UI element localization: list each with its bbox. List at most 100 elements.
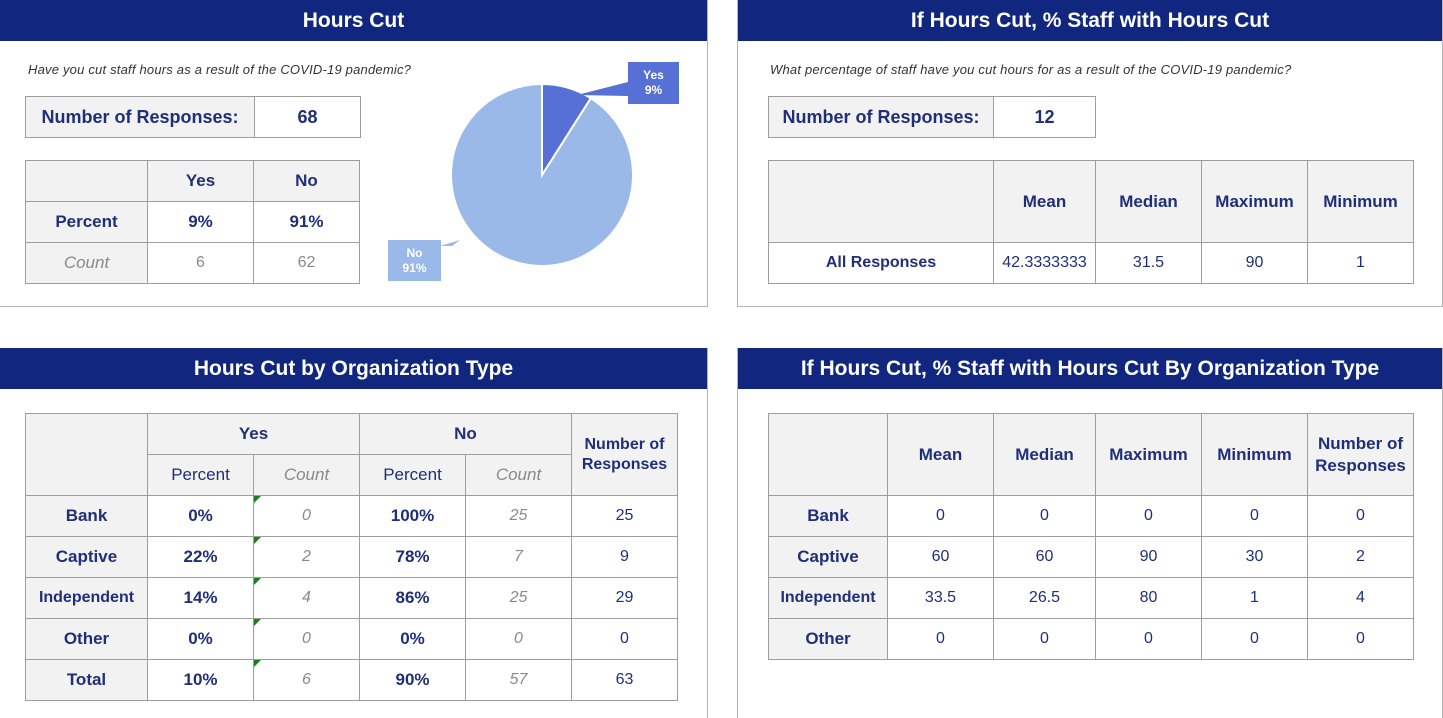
row-label: Other xyxy=(768,618,888,660)
cell-value: 0 xyxy=(1307,495,1414,537)
by-org-title: Hours Cut by Organization Type xyxy=(0,348,707,389)
table-row: Independent 33.5 26.5 80 1 4 xyxy=(768,577,1414,619)
cell-value: 1 xyxy=(1201,577,1308,619)
col-minimum: Minimum xyxy=(1307,160,1414,243)
row-label: Captive xyxy=(25,536,148,578)
col-mean: Mean xyxy=(887,413,994,496)
yes-callout-label: Yes xyxy=(643,68,664,82)
cell-value: 60 xyxy=(887,536,994,578)
row-label: Bank xyxy=(25,495,148,537)
cell-value: 90 xyxy=(1201,242,1308,284)
pct-staff-responses-table: Number of Responses: 12 xyxy=(768,96,1096,138)
cell-yes-pct: 22% xyxy=(147,536,254,578)
cell-value: 1 xyxy=(1307,242,1414,284)
cell-yes-count: 0 xyxy=(253,495,360,537)
table-row: Captive 60 60 90 30 2 xyxy=(768,536,1414,578)
cell-value: 4 xyxy=(1307,577,1414,619)
yes-callout-pointer xyxy=(577,82,628,96)
by-org-table: Yes No Number of Responses Percent Count… xyxy=(25,413,678,701)
table-row: Other 0 0 0 0 0 xyxy=(768,618,1414,660)
no-callout-pointer xyxy=(440,240,460,246)
cell-value: 0 xyxy=(1095,618,1202,660)
no-callout-pct: 91% xyxy=(402,261,427,275)
cell-yes-pct: 10% xyxy=(147,659,254,701)
cell-value: 33.5 xyxy=(887,577,994,619)
table-row: Total 10% 6 90% 57 63 xyxy=(25,659,678,701)
group-no: No xyxy=(359,413,572,455)
col-minimum: Minimum xyxy=(1201,413,1308,496)
cell-yes-count: 0 xyxy=(253,618,360,660)
col-responses: Number of Responses xyxy=(571,413,678,496)
table-row: Bank 0% 0 100% 25 25 xyxy=(25,495,678,537)
col-maximum: Maximum xyxy=(1095,413,1202,496)
cell-no-pct: 0% xyxy=(359,618,466,660)
table-row: Other 0% 0 0% 0 0 xyxy=(25,618,678,660)
col-median: Median xyxy=(993,413,1096,496)
responses-label: Number of Responses: xyxy=(25,96,255,138)
cell-no-count: 57 xyxy=(465,659,572,701)
pct-by-org-title: If Hours Cut, % Staff with Hours Cut By … xyxy=(738,348,1442,389)
hours-cut-panel: Hours Cut Have you cut staff hours as a … xyxy=(0,0,708,307)
cell-value: 91% xyxy=(253,201,360,243)
pct-by-org-panel: If Hours Cut, % Staff with Hours Cut By … xyxy=(737,348,1443,718)
hours-cut-responses-table: Number of Responses: 68 xyxy=(25,96,361,138)
cell-no-count: 25 xyxy=(465,577,572,619)
sub-percent: Percent xyxy=(359,454,466,496)
cell-responses: 25 xyxy=(571,495,678,537)
table-row: All Responses 42.3333333 31.5 90 1 xyxy=(768,242,1414,284)
sub-count: Count xyxy=(465,454,572,496)
no-callout: No 91% xyxy=(388,240,441,281)
cell-yes-pct: 0% xyxy=(147,495,254,537)
row-label: Other xyxy=(25,618,148,660)
cell-yes-pct: 14% xyxy=(147,577,254,619)
row-label: All Responses xyxy=(768,242,994,284)
col-median: Median xyxy=(1095,160,1202,243)
table-row: Independent 14% 4 86% 25 29 xyxy=(25,577,678,619)
row-label: Captive xyxy=(768,536,888,578)
cell-no-count: 7 xyxy=(465,536,572,578)
yes-callout-pct: 9% xyxy=(644,83,663,97)
cell-responses: 29 xyxy=(571,577,678,619)
cell-value: 62 xyxy=(253,242,360,284)
cell-value: 6 xyxy=(147,242,254,284)
cell-no-count: 0 xyxy=(465,618,572,660)
row-label: Independent xyxy=(768,577,888,619)
cell-value: 0 xyxy=(1201,618,1308,660)
corner-cell xyxy=(768,413,888,496)
col-responses: Number of Responses xyxy=(1307,413,1414,496)
cell-value: 0 xyxy=(993,618,1096,660)
hours-cut-question: Have you cut staff hours as a result of … xyxy=(28,62,412,77)
pct-staff-panel: If Hours Cut, % Staff with Hours Cut Wha… xyxy=(737,0,1443,307)
cell-yes-count: 2 xyxy=(253,536,360,578)
corner-cell xyxy=(768,160,994,243)
col-no: No xyxy=(253,160,360,202)
yes-callout: Yes 9% xyxy=(628,62,679,104)
cell-no-pct: 100% xyxy=(359,495,466,537)
hours-cut-pie-chart xyxy=(440,82,634,267)
cell-responses: 0 xyxy=(571,618,678,660)
cell-no-count: 25 xyxy=(465,495,572,537)
cell-no-pct: 86% xyxy=(359,577,466,619)
row-label: Bank xyxy=(768,495,888,537)
sub-percent: Percent xyxy=(147,454,254,496)
cell-value: 31.5 xyxy=(1095,242,1202,284)
cell-value: 0 xyxy=(993,495,1096,537)
by-org-panel: Hours Cut by Organization Type Yes No Nu… xyxy=(0,348,708,718)
sub-count: Count xyxy=(253,454,360,496)
corner-cell xyxy=(25,160,148,202)
row-label: Independent xyxy=(25,577,148,619)
cell-value: 9% xyxy=(147,201,254,243)
group-yes: Yes xyxy=(147,413,360,455)
cell-value: 0 xyxy=(1307,618,1414,660)
cell-responses: 63 xyxy=(571,659,678,701)
cell-value: 42.3333333 xyxy=(993,242,1096,284)
cell-yes-count: 6 xyxy=(253,659,360,701)
cell-value: 26.5 xyxy=(993,577,1096,619)
cell-value: 2 xyxy=(1307,536,1414,578)
row-label: Total xyxy=(25,659,148,701)
pct-by-org-table: Mean Median Maximum Minimum Number of Re… xyxy=(768,413,1414,660)
hours-cut-table: Yes No Percent 9% 91% Count 6 62 xyxy=(25,160,360,284)
cell-yes-pct: 0% xyxy=(147,618,254,660)
cell-value: 0 xyxy=(1095,495,1202,537)
cell-yes-count: 4 xyxy=(253,577,360,619)
